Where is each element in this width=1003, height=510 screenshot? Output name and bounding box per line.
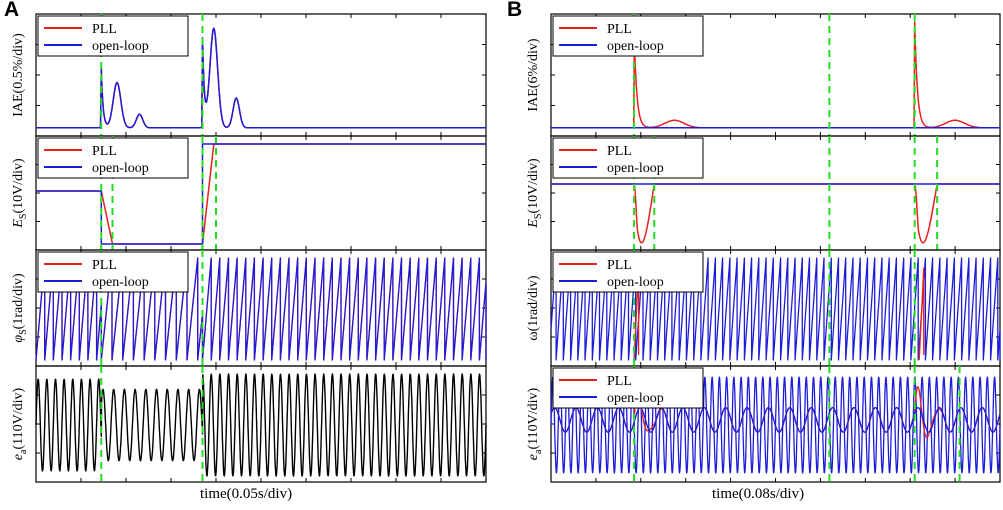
legend-label: open-loop (92, 161, 149, 176)
y-label-unit: (110V/div) (526, 387, 541, 449)
y-label-unit: (10V/div) (526, 158, 541, 214)
legend-label: open-loop (607, 391, 664, 406)
y-label-subscript: S (533, 214, 544, 220)
y-axis-label: IAE(0.5%/div) (11, 33, 26, 117)
y-label-subscript: S (18, 214, 29, 220)
y-axis-label: IAE(6%/div) (526, 38, 541, 111)
legend-box (552, 251, 704, 293)
legend-box (37, 137, 189, 179)
y-axis-label: ea(110V/div) (526, 387, 544, 460)
legend-label: open-loop (92, 39, 149, 54)
y-label-main: IAE(6%/div) (526, 38, 541, 111)
y-axis-label: ea(110V/div) (11, 387, 29, 460)
y-label-main: φ (11, 335, 26, 343)
y-label-unit: (10V/div) (11, 158, 26, 214)
legend-label: open-loop (92, 275, 149, 290)
legend-label: PLL (92, 144, 117, 159)
y-label-subscript: a (533, 449, 544, 454)
y-label-main: e (11, 454, 26, 460)
legend-box (552, 15, 704, 57)
y-axis-label: ES(10V/div) (11, 158, 29, 229)
legend-box (552, 367, 704, 409)
legend-label: PLL (92, 22, 117, 37)
panel-a-xlabel: time(0.05s/div) (200, 486, 293, 502)
y-axis-label: φS(1rad/div) (11, 273, 29, 343)
y-axis-label: ES(10V/div) (526, 158, 544, 229)
panel-a-letter: A (4, 0, 20, 21)
openloop-series-line (36, 143, 486, 245)
y-label-subscript: S (18, 329, 29, 335)
y-label-main: E (11, 219, 26, 229)
y-label-main: e (526, 454, 541, 460)
legend-label: open-loop (607, 275, 664, 290)
pll-series-line (550, 183, 1001, 244)
pll-series-line (918, 267, 925, 361)
openloop-small-line (550, 407, 1001, 433)
legend-box (37, 15, 189, 57)
y-label-unit: (1rad/div) (11, 273, 26, 329)
panel-b-letter: B (507, 0, 523, 21)
legend-label: PLL (607, 258, 632, 273)
openloop-series-line (36, 27, 487, 129)
legend-label: PLL (607, 22, 632, 37)
y-label-subscript: a (18, 449, 29, 454)
legend-box (552, 137, 704, 179)
y-label-main: ω(1rad/div) (526, 275, 541, 341)
legend-label: PLL (92, 258, 117, 273)
y-label-main: E (526, 219, 541, 229)
legend-label: open-loop (607, 39, 664, 54)
legend-box (37, 251, 189, 293)
panel-b-xlabel: time(0.08s/div) (712, 486, 805, 502)
legend-label: PLL (607, 144, 632, 159)
voltage-series-line (35, 373, 487, 477)
y-axis-label: ω(1rad/div) (526, 275, 541, 341)
y-label-main: IAE(0.5%/div) (11, 33, 26, 117)
y-label-unit: (110V/div) (11, 387, 26, 449)
legend-label: PLL (607, 374, 632, 389)
legend-label: open-loop (607, 161, 664, 176)
